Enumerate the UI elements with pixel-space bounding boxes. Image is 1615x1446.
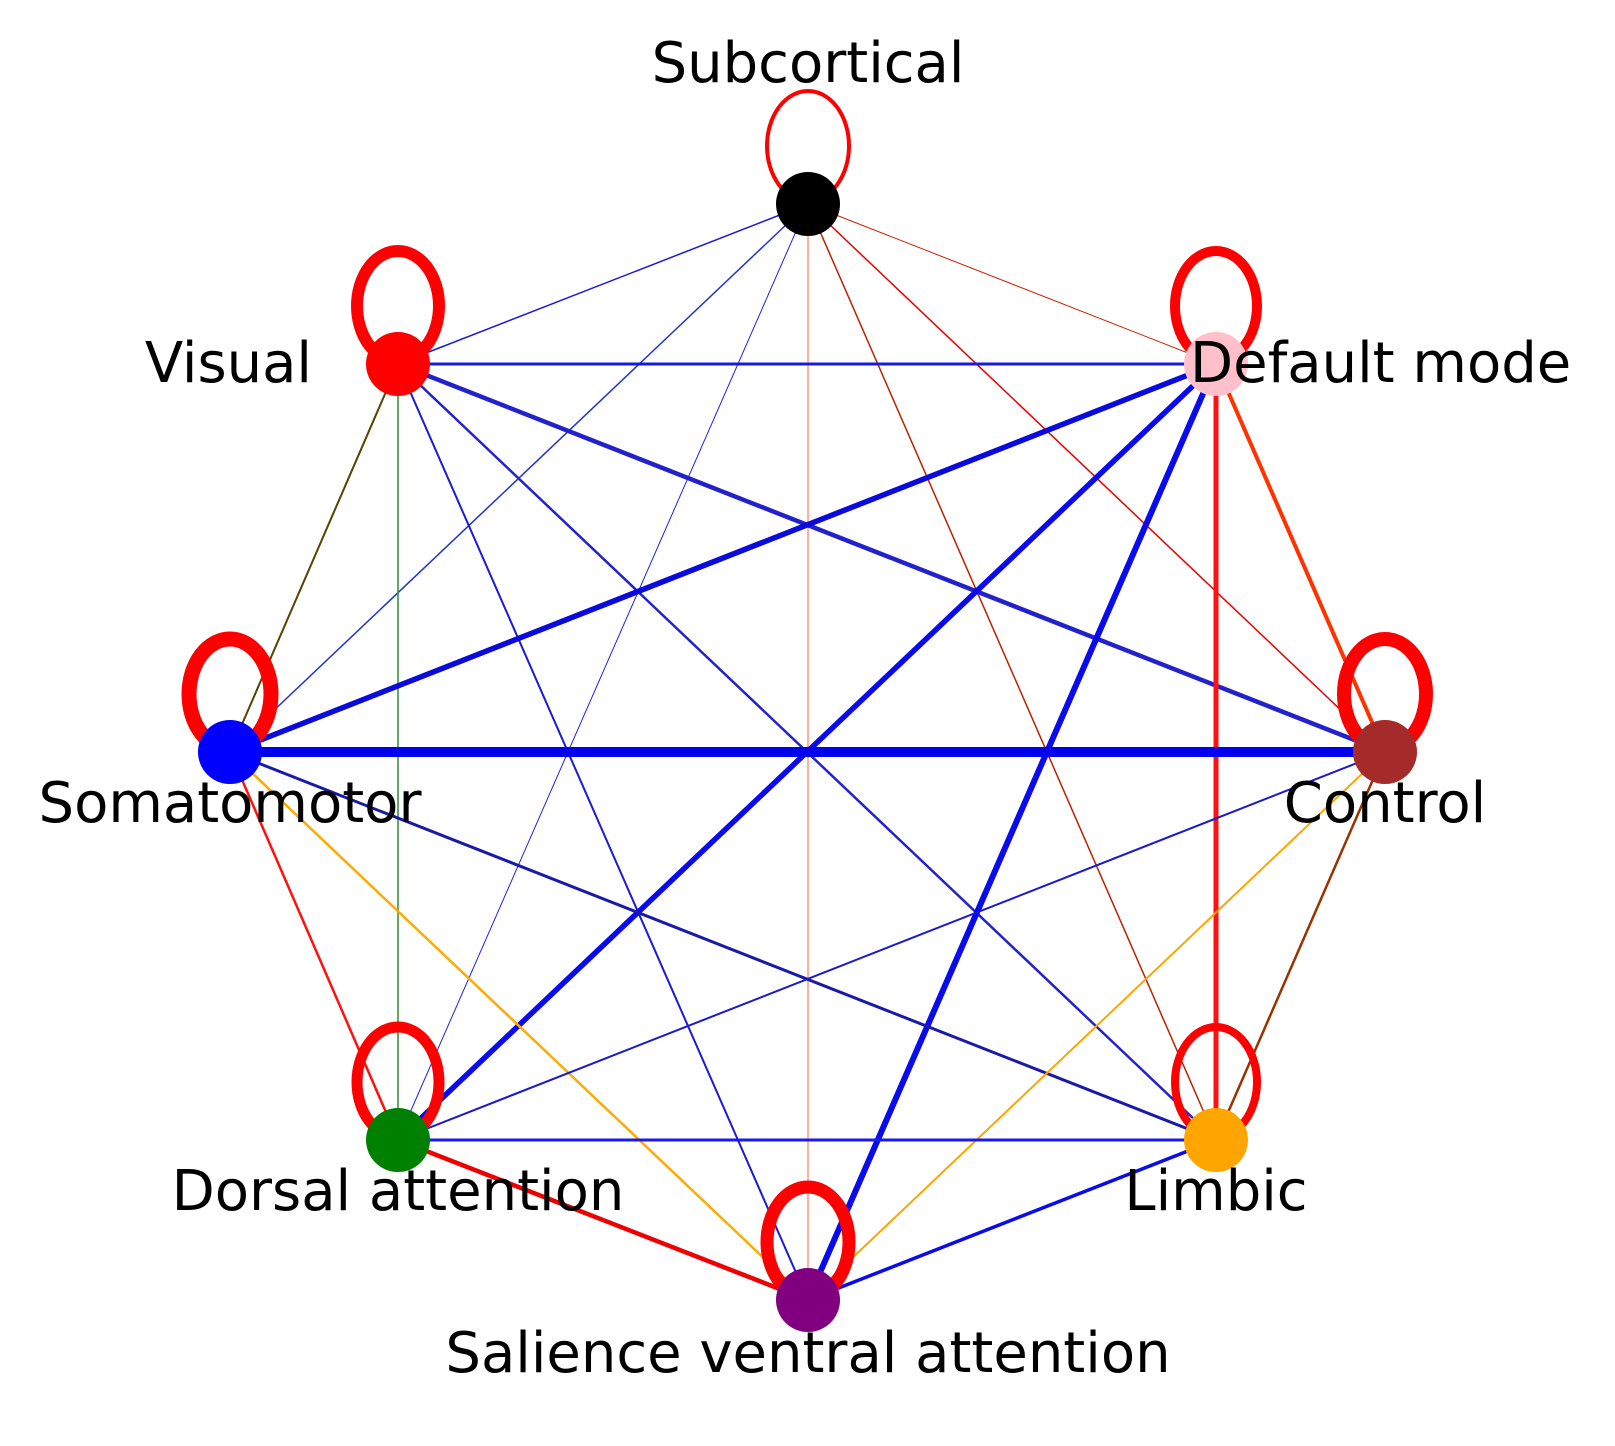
- edge-subcortical-default-mode: [807, 203, 1217, 365]
- node-label-limbic: Limbic: [1124, 1159, 1307, 1224]
- edge-visual-somatomotor: [229, 363, 399, 753]
- node-dorsal-attention: [366, 1108, 430, 1172]
- edge-control-dorsal-attention: [397, 751, 1386, 1141]
- edges-layer: [225, 203, 1390, 1303]
- node-label-salience-ventral-attention: Salience ventral attention: [445, 1321, 1170, 1386]
- nodes-layer: [198, 172, 1417, 1332]
- edge-visual-salience-ventral-attention: [397, 363, 809, 1301]
- node-default-mode: [1184, 332, 1248, 396]
- node-salience-ventral-attention: [776, 1268, 840, 1332]
- edge-somatomotor-salience-ventral-attention: [228, 750, 810, 1302]
- edge-default-mode-salience-ventral-attention: [805, 361, 1219, 1303]
- node-label-visual: Visual: [145, 331, 312, 396]
- edge-default-mode-control: [1214, 362, 1387, 754]
- edge-subcortical-dorsal-attention: [397, 203, 809, 1141]
- edge-control-salience-ventral-attention: [807, 751, 1386, 1301]
- edge-visual-control: [395, 361, 1388, 755]
- node-somatomotor: [198, 720, 262, 784]
- node-visual: [366, 332, 430, 396]
- node-label-somatomotor: Somatomotor: [39, 771, 423, 836]
- edge-subcortical-limbic: [807, 203, 1217, 1141]
- edge-control-limbic: [1214, 750, 1387, 1142]
- edge-somatomotor-dorsal-attention: [228, 750, 400, 1142]
- edge-dorsal-attention-salience-ventral-attention: [395, 1137, 811, 1303]
- node-label-subcortical: Subcortical: [652, 31, 965, 96]
- node-label-control: Control: [1284, 771, 1486, 836]
- edge-somatomotor-limbic: [228, 750, 1218, 1142]
- node-label-dorsal-attention: Dorsal attention: [172, 1159, 625, 1224]
- node-limbic: [1184, 1108, 1248, 1172]
- labels-layer: Subcortical Visual Default mode Somatomo…: [39, 31, 1572, 1386]
- edge-default-mode-somatomotor: [227, 361, 1219, 755]
- node-control: [1353, 720, 1417, 784]
- node-label-default-mode: Default mode: [1190, 331, 1571, 396]
- node-subcortical: [776, 172, 840, 236]
- edge-subcortical-visual: [397, 203, 809, 365]
- edge-limbic-salience-ventral-attention: [806, 1138, 1218, 1302]
